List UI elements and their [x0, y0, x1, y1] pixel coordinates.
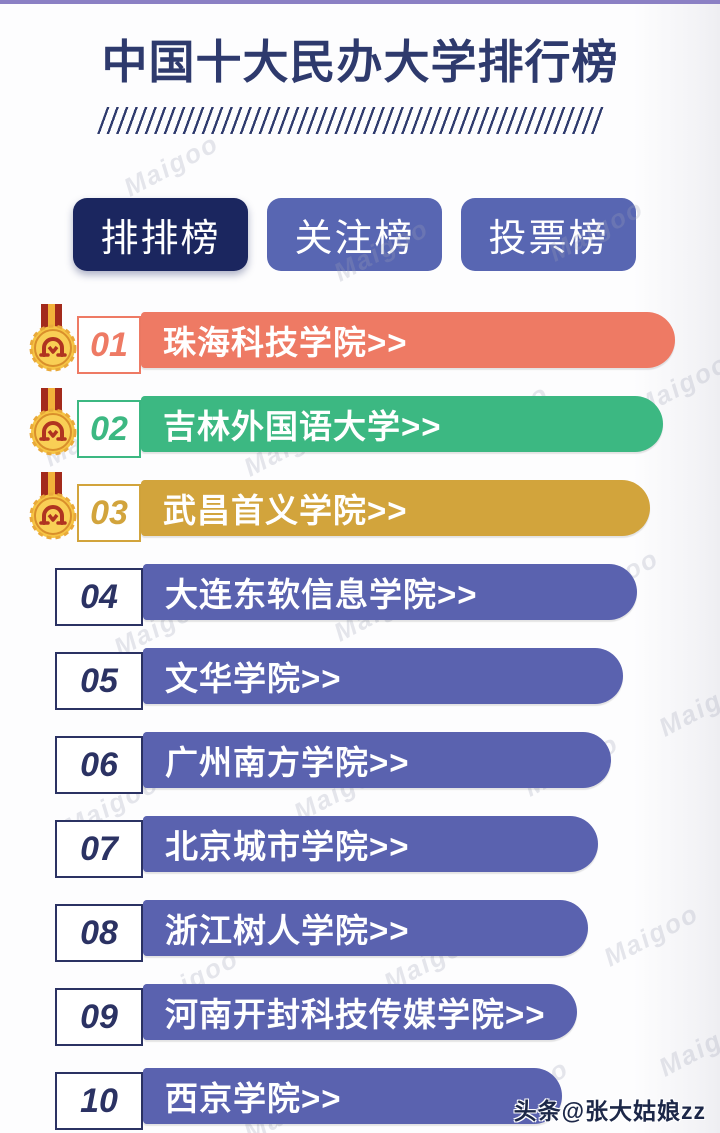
rank-number: 02 [90, 409, 128, 448]
university-link[interactable]: 广州南方学院>> [143, 732, 611, 788]
rank-number-box: 10 [55, 1072, 143, 1130]
medal-icon [28, 388, 78, 458]
university-link[interactable]: 武昌首义学院>> [141, 480, 650, 536]
university-link[interactable]: 北京城市学院>> [143, 816, 598, 872]
rank-number-box: 06 [55, 736, 143, 794]
maigoo-watermark: Maigoo [118, 127, 224, 203]
top-accent-strip [0, 0, 720, 4]
rank-number: 06 [80, 745, 118, 784]
rank-number-box: 02 [77, 400, 141, 458]
tab-follow-list[interactable]: 关注榜 [267, 198, 442, 271]
medal-icon [28, 472, 78, 542]
rank-number-box: 09 [55, 988, 143, 1046]
rank-number: 01 [90, 325, 128, 364]
rank-number: 08 [80, 913, 118, 952]
tab-vote-list[interactable]: 投票榜 [461, 198, 636, 271]
rank-number-box: 01 [77, 316, 141, 374]
rank-number: 10 [80, 1081, 118, 1120]
university-name: 武昌首义学院>> [163, 492, 408, 529]
rank-number: 03 [90, 493, 128, 532]
rank-number: 07 [80, 829, 118, 868]
rank-number-box: 08 [55, 904, 143, 962]
rank-number-box: 04 [55, 568, 143, 626]
university-name: 北京城市学院>> [165, 828, 410, 865]
rank-number-box: 05 [55, 652, 143, 710]
university-link[interactable]: 文华学院>> [143, 648, 623, 704]
university-name: 吉林外国语大学>> [163, 408, 442, 445]
university-link[interactable]: 西京学院>> [143, 1068, 562, 1124]
university-link[interactable]: 河南开封科技传媒学院>> [143, 984, 577, 1040]
rank-number-box: 03 [77, 484, 141, 542]
university-name: 文华学院>> [165, 660, 342, 697]
hatch-divider [97, 107, 607, 134]
ranking-row: 07 北京城市学院>> [0, 816, 720, 878]
tab-bar: 排排榜 关注榜 投票榜 [73, 198, 636, 271]
university-name: 河南开封科技传媒学院>> [165, 996, 546, 1033]
rank-number: 04 [80, 577, 118, 616]
page-title: 中国十大民办大学排行榜 [101, 36, 619, 88]
author-credit: 头条@张大姑娘zz [513, 1098, 706, 1124]
university-name: 西京学院>> [165, 1080, 342, 1117]
rank-number: 09 [80, 997, 118, 1036]
ranking-row: 09 河南开封科技传媒学院>> [0, 984, 720, 1046]
university-link[interactable]: 吉林外国语大学>> [141, 396, 663, 452]
tab-rank-list[interactable]: 排排榜 [73, 198, 248, 271]
ranking-row: 10 西京学院>> [0, 1068, 720, 1130]
ranking-row: 02 吉林外国语大学>> [0, 388, 720, 458]
ranking-row: 04 大连东软信息学院>> [0, 564, 720, 626]
medal-icon [28, 304, 78, 374]
university-name: 珠海科技学院>> [163, 324, 408, 361]
university-link[interactable]: 珠海科技学院>> [141, 312, 675, 368]
university-name: 浙江树人学院>> [165, 912, 410, 949]
ranking-row: 01 珠海科技学院>> [0, 304, 720, 374]
ranking-list: 01 珠海科技学院>> 02 吉林外国语大学>> [0, 304, 720, 1133]
university-link[interactable]: 大连东软信息学院>> [143, 564, 637, 620]
ranking-row: 08 浙江树人学院>> [0, 900, 720, 962]
rank-number-box: 07 [55, 820, 143, 878]
ranking-row: 03 武昌首义学院>> [0, 472, 720, 542]
ranking-row: 06 广州南方学院>> [0, 732, 720, 794]
ranking-row: 05 文华学院>> [0, 648, 720, 710]
university-link[interactable]: 浙江树人学院>> [143, 900, 588, 956]
university-name: 大连东软信息学院>> [165, 576, 478, 613]
university-name: 广州南方学院>> [165, 744, 410, 781]
rank-number: 05 [80, 661, 118, 700]
